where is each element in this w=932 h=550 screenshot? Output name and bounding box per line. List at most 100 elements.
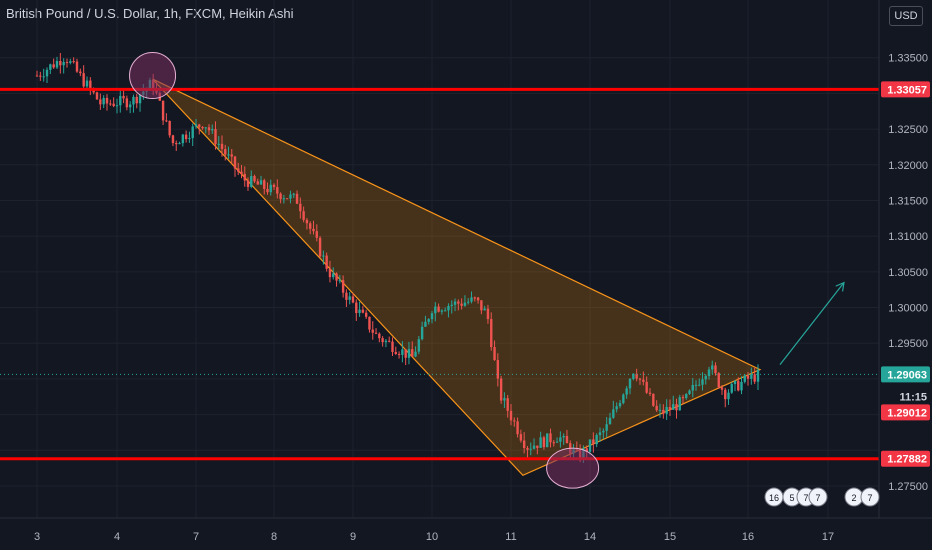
candle-body [565, 435, 569, 444]
candle-body [401, 349, 404, 355]
candle-body [411, 349, 414, 357]
time-axis[interactable]: 3 4 7 8 9 10 11 14 15 16 17 [34, 531, 834, 543]
candle-body [588, 439, 592, 452]
candle-body [178, 143, 181, 145]
candle-body [214, 129, 217, 144]
candle-body [460, 303, 463, 306]
candle-body [322, 255, 325, 257]
event-markers[interactable]: 16 5 7 7 2 7 [764, 487, 880, 507]
candle-body [628, 378, 632, 389]
arrow-head-icon[interactable] [835, 281, 845, 292]
event-marker-icon[interactable] [860, 487, 880, 507]
event-marker-count: 7 [815, 493, 820, 503]
candle-body [318, 237, 322, 257]
candle-body [49, 64, 52, 70]
candle-body [711, 365, 714, 370]
candle-body [598, 432, 602, 436]
candle-body [371, 329, 374, 333]
event-marker-count: 7 [867, 493, 872, 503]
candle-body [168, 120, 171, 136]
event-marker-icon[interactable] [808, 487, 828, 507]
price-tick-label: 1.30000 [888, 303, 928, 315]
arrow-shaft[interactable] [779, 282, 845, 366]
candle-body [480, 300, 483, 311]
candle-body [453, 301, 457, 305]
candle-body [615, 406, 618, 410]
candle-body [237, 168, 240, 172]
candle-body [125, 98, 129, 108]
candle-body [165, 120, 168, 122]
candle-body [72, 61, 75, 63]
price-tick-label: 1.32000 [888, 160, 928, 172]
price-badge [881, 450, 930, 467]
time-tick-label: 16 [742, 531, 754, 543]
highlight-circles[interactable] [129, 52, 600, 489]
candle-body [332, 273, 335, 278]
candle-body [338, 280, 342, 282]
candle-body [546, 433, 549, 448]
candle-body [384, 340, 388, 343]
time-tick-label: 9 [350, 531, 356, 543]
candle-body [562, 435, 565, 438]
candle-body [434, 306, 437, 314]
triangle-pattern[interactable] [152, 78, 762, 477]
candle-body [499, 378, 503, 401]
candle-body [312, 228, 315, 232]
candle-body [437, 306, 440, 312]
candle-body [506, 398, 509, 411]
candle-body [632, 373, 635, 379]
candle-body [737, 380, 740, 391]
candle-body [552, 442, 555, 444]
candle-body [82, 73, 85, 87]
candle-body [648, 392, 652, 394]
candle-body [717, 373, 720, 388]
price-tick-label: 1.31000 [888, 231, 928, 243]
candle-body [555, 441, 559, 443]
candle-body [345, 292, 348, 300]
candle-body [181, 134, 185, 144]
candle-body [292, 193, 295, 195]
candle-body [65, 62, 69, 64]
candle-body [309, 223, 312, 229]
candle-body [282, 198, 286, 200]
candle-body [198, 124, 201, 127]
candle-body [612, 409, 615, 418]
candle-body [753, 374, 756, 382]
price-badge [881, 81, 930, 98]
projection-arrow[interactable] [779, 281, 845, 366]
triangle-shape[interactable] [152, 78, 762, 477]
candle-body [285, 198, 289, 200]
candle-body [404, 349, 407, 358]
candle-body [59, 60, 62, 66]
candle-body [509, 410, 513, 421]
candle-body [243, 173, 246, 181]
candle-body [470, 297, 473, 302]
candle-body [730, 384, 733, 393]
candle-body [595, 435, 598, 445]
time-tick-label: 7 [193, 531, 199, 543]
candle-body [75, 61, 79, 72]
bottom-highlight-circle[interactable] [546, 447, 600, 489]
candle-body [105, 97, 109, 104]
candle-body [622, 394, 625, 404]
candle-body [272, 184, 276, 188]
candle-body [536, 445, 539, 448]
time-tick-label: 4 [114, 531, 120, 543]
top-highlight-circle[interactable] [129, 52, 177, 100]
candle-body [253, 176, 256, 182]
candle-body [602, 430, 605, 433]
candle-body [194, 124, 198, 127]
candle-body [348, 296, 351, 300]
candle-body [102, 97, 105, 105]
candle-body [665, 406, 668, 414]
price-axis[interactable]: 1.33500 1.32500 1.32000 1.31500 1.31000 1.305… [888, 53, 928, 493]
candle-body [328, 268, 332, 278]
candle-body [361, 309, 365, 313]
candle-body [299, 203, 302, 212]
candle-body [42, 76, 45, 78]
currency-button[interactable]: USD [889, 6, 923, 26]
candle-body [250, 176, 253, 187]
candle-body [672, 404, 675, 410]
price-badge-label: 1.29063 [887, 369, 927, 381]
